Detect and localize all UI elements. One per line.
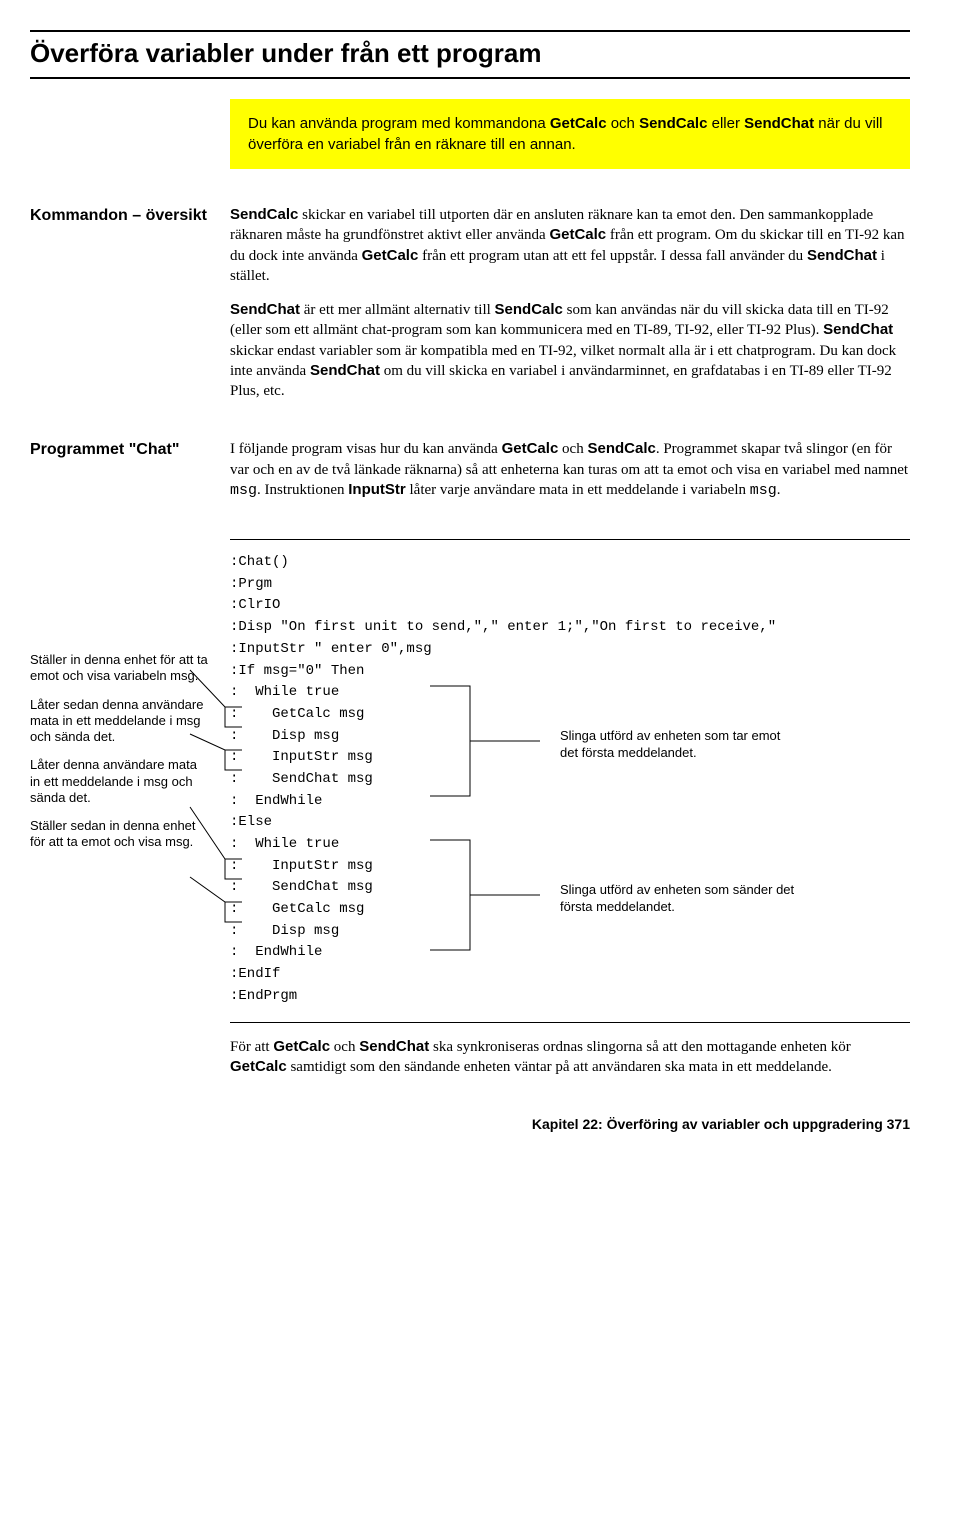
section-closing: För att GetCalc och SendChat ska synkron…: [30, 1037, 910, 1092]
code-area: Ställer in denna enhet för att ta emot o…: [30, 552, 910, 1007]
para-sendchat: SendChat är ett mer allmänt alternativ t…: [230, 300, 910, 401]
note-receive-setup: Ställer in denna enhet för att ta emot o…: [30, 652, 210, 685]
section-body-chat: I följande program visas hur du kan anvä…: [230, 439, 910, 515]
note-then-input: Låter sedan denna användare mata in ett …: [30, 697, 210, 746]
section-chat: Programmet "Chat" I följande program vis…: [30, 439, 910, 515]
page-title: Överföra variabler under från ett progra…: [30, 30, 910, 79]
para-sendcalc: SendCalc skickar en variabel till utport…: [230, 205, 910, 286]
right-note-1: Slinga utförd av enheten som tar emot de…: [560, 728, 800, 762]
section-label-chat: Programmet "Chat": [30, 439, 230, 515]
section-body-kommandon: SendCalc skickar en variabel till utport…: [230, 205, 910, 415]
code-listing: :Chat() :Prgm :ClrIO :Disp "On first uni…: [230, 552, 776, 1007]
closing-body: För att GetCalc och SendChat ska synkron…: [230, 1037, 910, 1092]
para-chat-intro: I följande program visas hur du kan anvä…: [230, 439, 910, 501]
divider-bottom: [230, 1022, 910, 1023]
section-kommandon: Kommandon – översikt SendCalc skickar en…: [30, 205, 910, 415]
closing-para: För att GetCalc och SendChat ska synkron…: [230, 1037, 910, 1078]
right-note-2: Slinga utförd av enheten som sänder det …: [560, 882, 800, 916]
side-notes: Ställer in denna enhet för att ta emot o…: [30, 552, 230, 1007]
divider-top: [230, 539, 910, 540]
page-footer: Kapitel 22: Överföring av variabler och …: [30, 1115, 910, 1134]
section-label-kommandon: Kommandon – översikt: [30, 205, 230, 415]
intro-box: Du kan använda program med kommandona Ge…: [230, 99, 910, 169]
section-label-empty: [30, 1037, 230, 1092]
note-then-receive: Ställer sedan in denna enhet för att ta …: [30, 818, 210, 851]
note-this-input: Låter denna användare mata in ett meddel…: [30, 757, 210, 806]
